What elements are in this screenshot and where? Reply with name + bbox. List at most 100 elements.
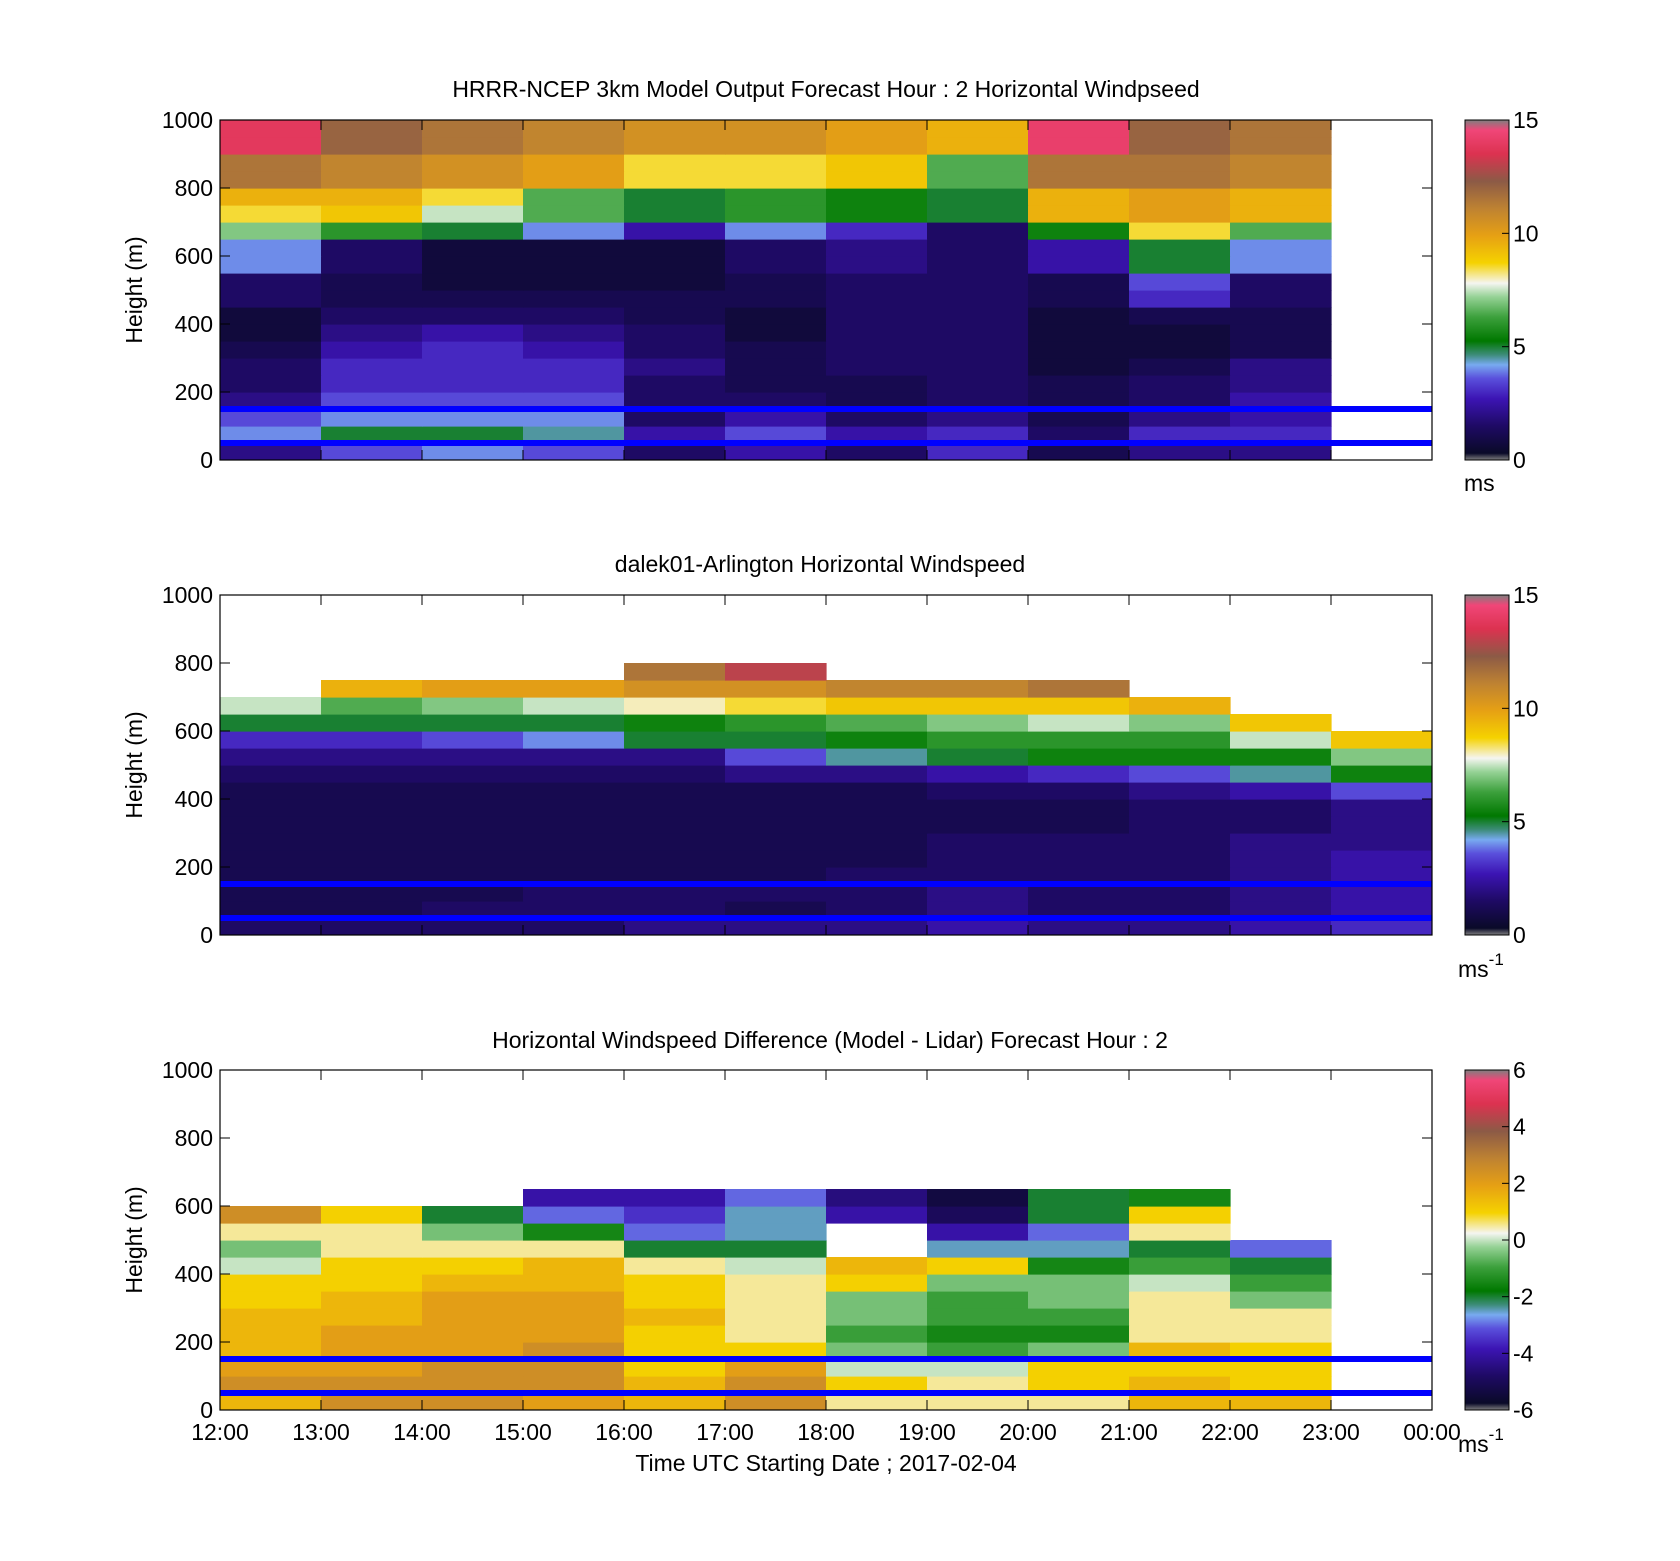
heatmap-cell xyxy=(1129,867,1231,885)
y-tick-label: 400 xyxy=(175,1261,213,1287)
heatmap-cell xyxy=(220,239,322,257)
heatmap-cell xyxy=(523,222,625,240)
heatmap-cell xyxy=(1230,222,1332,240)
heatmap-cell xyxy=(422,1274,524,1292)
heatmap-cell xyxy=(826,799,928,817)
heatmap-cell xyxy=(1129,392,1231,410)
heatmap-cell xyxy=(927,1240,1029,1258)
heatmap-cell xyxy=(927,867,1029,885)
heatmap-cell xyxy=(422,256,524,274)
heatmap-cell xyxy=(1028,154,1130,172)
x-ticks: 12:00 13:00 14:00 15:00 16:00 17:00 18:00 19:00… xyxy=(191,1070,1461,1445)
heatmap-cell xyxy=(523,850,625,868)
heatmap-cell xyxy=(220,256,322,274)
y-tick-label: 0 xyxy=(200,447,213,473)
heatmap-cell xyxy=(523,188,625,206)
colorbar: -6 -4 -2 0 2 4 6 ms-1 xyxy=(1458,1057,1534,1457)
heatmap-cell xyxy=(321,256,423,274)
y-ticks: 0 200 400 600 800 1000 xyxy=(162,582,1432,948)
heatmap-cell xyxy=(826,239,928,257)
x-tick-label: 19:00 xyxy=(898,1419,956,1445)
heatmap-cell xyxy=(321,782,423,800)
heatmap-cell xyxy=(1028,833,1130,851)
heatmap-cell xyxy=(523,256,625,274)
heatmap-cell xyxy=(1028,765,1130,783)
heatmap-cell xyxy=(1129,273,1231,291)
heatmap-cell xyxy=(1129,188,1231,206)
heatmap-cell xyxy=(725,1308,827,1326)
heatmap-cell xyxy=(523,239,625,257)
heatmap-cell xyxy=(624,867,726,885)
heatmap-cell xyxy=(725,375,827,393)
heatmap-cell xyxy=(624,1342,726,1360)
heatmap-cell xyxy=(725,731,827,749)
heatmap-cell xyxy=(725,239,827,257)
colorbar-tick-label: -6 xyxy=(1513,1397,1533,1423)
heatmap-cell xyxy=(1028,171,1130,189)
heatmap-cell xyxy=(826,409,928,427)
heatmap-cell xyxy=(321,1274,423,1292)
heatmap-cell xyxy=(826,816,928,834)
x-tick-label: 21:00 xyxy=(1100,1419,1158,1445)
heatmap-cell xyxy=(826,850,928,868)
heatmap-cell xyxy=(624,290,726,308)
heatmap-cell xyxy=(1028,1257,1130,1275)
colorbar-ticks: 0 5 10 15 xyxy=(1502,582,1539,948)
heatmap-cell xyxy=(1028,375,1130,393)
heatmap-cell xyxy=(927,1342,1029,1360)
heatmap-cell xyxy=(725,1189,827,1207)
heatmap-cell xyxy=(624,137,726,155)
heatmap-cell xyxy=(523,154,625,172)
heatmap-cell xyxy=(220,697,322,715)
heatmap-cell xyxy=(220,1240,322,1258)
y-tick-label: 800 xyxy=(175,1125,213,1151)
heatmap-cell xyxy=(1129,1342,1231,1360)
heatmap-cell xyxy=(523,884,625,902)
heatmap-cell xyxy=(826,1206,928,1224)
heatmap-cell xyxy=(220,1223,322,1241)
heatmap-cell xyxy=(220,392,322,410)
heatmap-cell xyxy=(927,1393,1029,1410)
heatmap-cell xyxy=(220,1325,322,1343)
colorbar-tick-label: 10 xyxy=(1513,695,1539,721)
heatmap-cell xyxy=(1129,782,1231,800)
heatmap-cell xyxy=(220,1291,322,1309)
heatmap-cell xyxy=(1028,307,1130,325)
heatmap-cell xyxy=(826,1342,928,1360)
heatmap-cell xyxy=(523,205,625,223)
heatmap-cell xyxy=(422,375,524,393)
y-tick-label: 1000 xyxy=(162,582,213,608)
heatmap-cell xyxy=(220,918,322,935)
heatmap-cell xyxy=(523,765,625,783)
heatmap-cell xyxy=(1028,392,1130,410)
colorbar-tick-label: -2 xyxy=(1513,1284,1533,1310)
heatmap-cell xyxy=(1230,1308,1332,1326)
heatmap-cell xyxy=(422,154,524,172)
y-axis-label: Height (m) xyxy=(121,236,147,343)
heatmap-cell xyxy=(927,341,1029,359)
heatmap-cell xyxy=(422,748,524,766)
heatmap-cell xyxy=(1230,273,1332,291)
heatmap-cell xyxy=(725,697,827,715)
heatmap-cell xyxy=(220,1308,322,1326)
heatmap-cell xyxy=(826,680,928,698)
heatmap-cell xyxy=(523,697,625,715)
heatmap-cell xyxy=(523,324,625,342)
heatmap-cell xyxy=(1230,782,1332,800)
heatmap-cell xyxy=(624,1393,726,1410)
heatmap-cell xyxy=(321,205,423,223)
heatmap-cell xyxy=(1129,307,1231,325)
heatmap-cell xyxy=(826,901,928,919)
heatmap-cell xyxy=(826,137,928,155)
heatmap-cell xyxy=(927,884,1029,902)
heatmap-cell xyxy=(1028,256,1130,274)
heatmap-cell xyxy=(422,901,524,919)
x-tick-label: 22:00 xyxy=(1201,1419,1259,1445)
heatmap-cell xyxy=(1230,205,1332,223)
heatmap-cell xyxy=(725,1393,827,1410)
y-tick-label: 0 xyxy=(200,1397,213,1423)
heatmap-cell xyxy=(624,799,726,817)
heatmap-cell xyxy=(1028,290,1130,308)
heatmap-cell xyxy=(523,137,625,155)
heatmap-cell xyxy=(321,409,423,427)
